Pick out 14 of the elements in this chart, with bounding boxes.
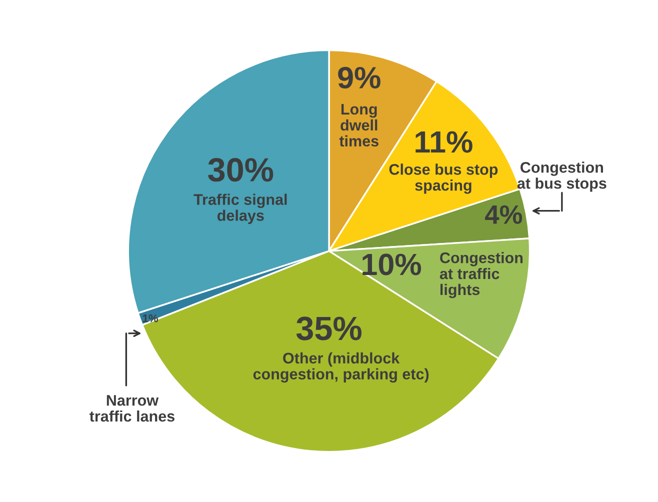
data-label: 35% — [296, 316, 362, 340]
data-label: 1% — [142, 314, 158, 322]
slice-label: Long dwell times — [339, 104, 378, 147]
slice-label: Congestion at traffic lights — [440, 252, 523, 298]
data-label: 4% — [485, 205, 522, 224]
slice-label: Close bus stop spacing — [389, 164, 498, 194]
slice-label: Congestion at bus stops — [517, 162, 606, 192]
slice-label: Narrow traffic lanes — [90, 395, 174, 422]
slice-label: Traffic signal delays — [194, 194, 287, 224]
data-label: 10% — [362, 254, 422, 276]
data-label: 30% — [208, 158, 274, 182]
slice-label: Other (midblock congestion, parking etc) — [253, 352, 429, 383]
data-label: 11% — [416, 131, 472, 153]
data-label: 9% — [338, 66, 380, 89]
